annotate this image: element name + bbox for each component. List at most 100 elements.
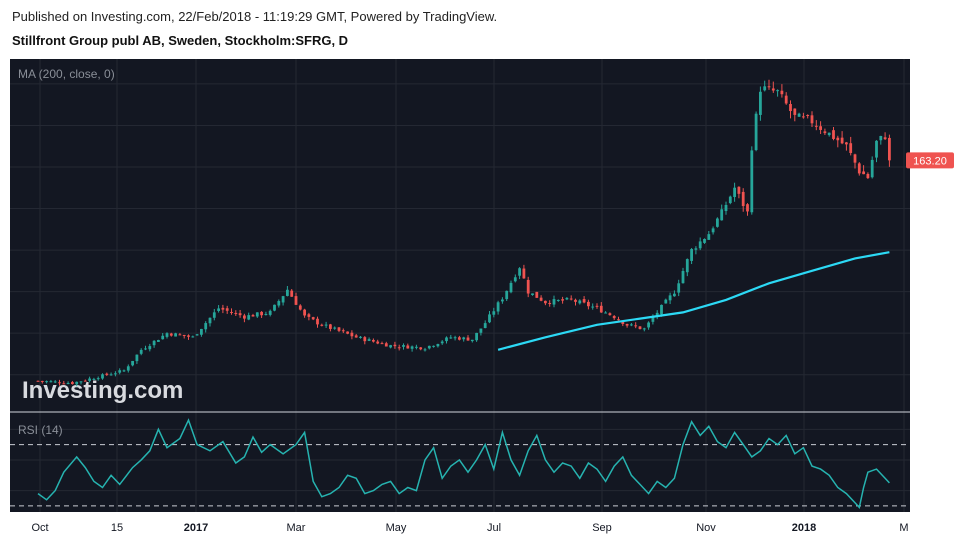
candle-body xyxy=(625,323,629,326)
ma-line xyxy=(497,251,890,351)
candle-body xyxy=(673,293,676,297)
candle-body xyxy=(741,191,745,207)
candle-body xyxy=(62,383,66,385)
candle-body xyxy=(221,307,225,310)
candle-body xyxy=(552,299,556,305)
time-tick-label: Nov xyxy=(696,522,716,534)
candle-body xyxy=(320,324,324,326)
price-tick-label: 120.00 xyxy=(916,245,950,257)
price-tick-label: 80.00 xyxy=(916,328,944,340)
time-tick-label: M xyxy=(899,522,908,534)
candle-body xyxy=(797,113,801,117)
candle-body xyxy=(238,313,242,316)
candle-body xyxy=(501,299,504,302)
candle-body xyxy=(169,333,173,336)
candle-body xyxy=(599,305,603,313)
candle-body xyxy=(208,317,212,324)
candle-body xyxy=(759,91,762,115)
candle-body xyxy=(561,299,564,301)
candle-body xyxy=(200,328,203,335)
candle-body xyxy=(161,335,165,340)
candle-body xyxy=(544,300,547,304)
candle-body xyxy=(470,339,474,342)
time-tick-label: May xyxy=(386,522,407,534)
candle-body xyxy=(286,289,289,296)
candle-body xyxy=(316,318,319,325)
candle-body xyxy=(178,334,182,336)
candle-body xyxy=(354,335,358,338)
candle-body xyxy=(862,171,865,175)
candle-body xyxy=(655,312,659,317)
rsi-tick-label: 80 xyxy=(916,424,928,436)
candle-body xyxy=(883,137,887,140)
candle-body xyxy=(58,382,61,384)
candle-body xyxy=(754,113,758,151)
candle-body xyxy=(307,314,311,317)
candle-body xyxy=(827,132,831,136)
candle-body xyxy=(440,341,444,344)
time-tick-label: Sep xyxy=(592,522,612,534)
candle-body xyxy=(96,378,100,380)
candle-body xyxy=(436,344,440,347)
candle-body xyxy=(492,311,496,315)
candle-body xyxy=(647,322,650,328)
time-axis: Oct 15 2017 Mar May Jul Sep Nov 2018 M xyxy=(31,522,908,534)
candle-body xyxy=(114,373,117,375)
candle-body xyxy=(389,345,392,348)
price-pane-label: MA (200, close, 0) xyxy=(18,67,115,81)
price-tick-label: 100.00 xyxy=(916,287,950,299)
candle-body xyxy=(664,299,668,304)
candle-body xyxy=(690,249,693,261)
candle-body xyxy=(518,268,521,276)
candle-body xyxy=(720,209,724,221)
candle-body xyxy=(836,137,840,141)
candle-body xyxy=(195,334,199,336)
candle-body xyxy=(488,314,491,323)
candle-body xyxy=(298,305,302,310)
candle-body xyxy=(182,334,186,337)
candle-body xyxy=(380,343,384,345)
candle-body xyxy=(277,301,281,306)
rsi-axis: 40 60 80 xyxy=(916,424,928,497)
candle-body xyxy=(784,95,788,104)
candle-body xyxy=(191,336,195,338)
candle-body xyxy=(445,337,448,342)
candle-body xyxy=(376,341,380,344)
candle-body xyxy=(144,348,147,350)
candle-body xyxy=(341,330,345,332)
candle-body xyxy=(767,86,771,88)
candle-body xyxy=(359,336,362,338)
candle-body xyxy=(531,293,534,296)
candle-body xyxy=(849,143,853,153)
candle-body xyxy=(406,345,410,349)
candle-body xyxy=(363,337,367,342)
candle-body xyxy=(294,296,298,305)
candle-body xyxy=(350,332,354,337)
chart-background xyxy=(10,59,910,512)
candle-body xyxy=(840,137,844,144)
candle-body xyxy=(268,310,272,315)
candle-body xyxy=(535,291,539,298)
candle-body xyxy=(750,150,754,213)
candle-body xyxy=(126,366,130,371)
candle-body xyxy=(109,374,113,376)
candle-body xyxy=(466,337,470,341)
candle-body xyxy=(509,282,513,293)
candle-body xyxy=(105,373,109,375)
candle-body xyxy=(402,345,405,347)
candle-body xyxy=(247,315,251,320)
candle-body xyxy=(393,344,397,347)
time-tick-label: Oct xyxy=(31,522,48,534)
candle-body xyxy=(776,90,779,92)
time-tick-label: Mar xyxy=(287,522,306,534)
candle-body xyxy=(329,324,332,329)
candle-body xyxy=(793,108,797,115)
watermark-logo: Investing.com xyxy=(22,377,183,404)
candle-body xyxy=(483,323,487,329)
candle-body xyxy=(243,315,246,319)
candle-body xyxy=(565,297,569,300)
candle-body xyxy=(819,126,822,130)
candle-body xyxy=(174,333,177,337)
candle-body xyxy=(311,317,315,320)
